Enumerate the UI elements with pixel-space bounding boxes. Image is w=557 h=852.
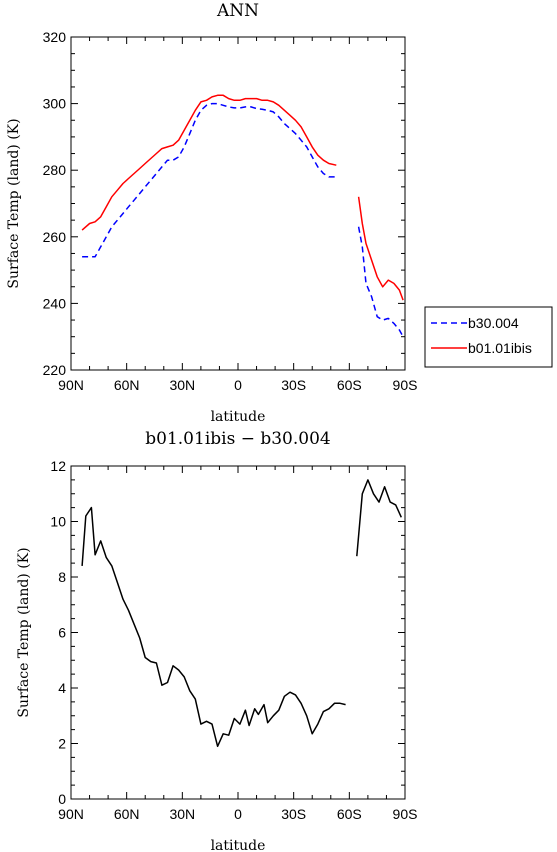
top-y-tick-label: 240 [43,295,67,311]
top-series-line-b30-004 [82,102,337,258]
top-x-tick-label: 90N [58,377,84,393]
bottom-x-tick-label: 90S [393,806,418,822]
bottom-y-tick-label: 2 [58,736,66,752]
bottom-x-tick-label: 60N [114,806,140,822]
top-y-axis-label: Surface Temp (land) (K) [6,118,22,288]
bottom-y-tick-label: 6 [58,625,66,641]
top-x-tick-label: 60N [114,377,140,393]
bottom-x-axis-label: latitude [211,838,266,852]
top-y-tick-label: 300 [43,96,67,112]
top-chart-title: ANN [216,1,259,21]
bottom-x-tick-label: 30S [281,806,306,822]
bottom-y-tick-label: 12 [50,458,66,474]
top-x-tick-label: 30N [169,377,195,393]
bottom-series-line-series-0 [356,479,402,557]
top-x-tick-label: 0 [234,377,242,393]
bottom-plot-frame [70,465,406,800]
top-x-tick-label: 60S [337,377,362,393]
bottom-x-tick-label: 30N [169,806,195,822]
legend-label-b30-004: b30.004 [468,315,519,331]
top-series-line-b01-01ibis [357,196,404,301]
bottom-panel: b01.01ibis − b30.004 90N 60N 30N 0 30S 60S 90S… [16,429,417,852]
bottom-x-tick-label: 0 [234,806,242,822]
bottom-y-tick-label: 8 [58,569,66,585]
top-y-tick-label: 280 [43,162,67,178]
top-series-line-b01-01ibis [81,94,337,231]
top-plot-frame [70,36,406,371]
legend-label-b01-01ibis: b01.01ibis [468,340,532,356]
bottom-y-tick-label: 4 [58,680,66,696]
top-x-tick-label: 30S [281,377,306,393]
bottom-x-tick-label: 60S [337,806,362,822]
top-x-axis-label: latitude [211,409,266,425]
bottom-chart-title: b01.01ibis − b30.004 [145,429,330,449]
top-y-tick-label: 220 [43,362,67,378]
bottom-x-tick-label: 90N [58,806,84,822]
bottom-y-axis-label: Surface Temp (land) (K) [16,547,32,717]
top-x-tick-label: 90S [393,377,418,393]
bottom-y-tick-label: 10 [50,514,66,530]
top-panel: ANN 90N 60N 30N 0 30S 60S 90S 220 240 260 280 300 32… [6,1,417,425]
top-y-tick-label: 260 [43,229,67,245]
bottom-series-line-series-0 [81,506,346,748]
bottom-y-tick-label: 0 [58,791,66,807]
legend-box [424,306,553,368]
top-y-tick-label: 320 [43,29,67,45]
legend: b30.004 b01.01ibis [424,306,553,368]
top-series-line-b30-004 [357,226,404,338]
